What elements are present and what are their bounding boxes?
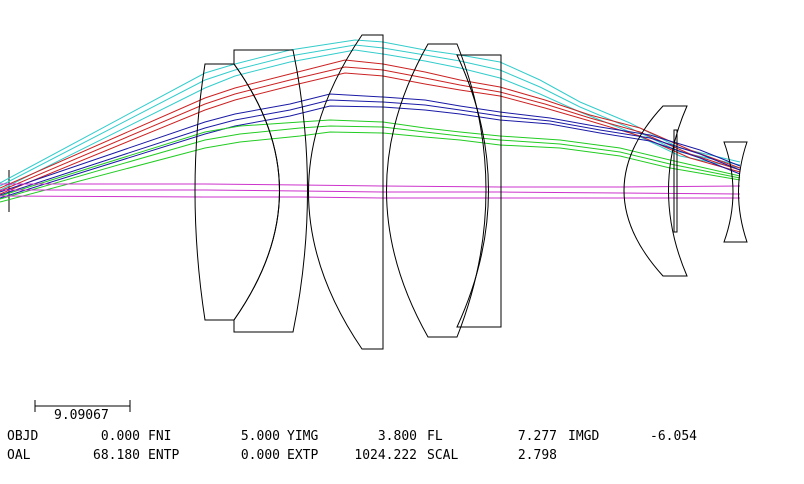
stat-scal-value: 2.798 bbox=[518, 448, 557, 463]
ray-blue-2 bbox=[0, 99, 741, 196]
lens-element-1 bbox=[194, 63, 280, 321]
ray-green-1 bbox=[0, 119, 741, 197]
stat-entp-label: ENTP bbox=[148, 448, 179, 463]
lens-element-8 bbox=[723, 141, 748, 243]
lens-elements bbox=[194, 34, 748, 350]
stat-extp-value: 1024.222 bbox=[354, 448, 417, 463]
lens-element-6 bbox=[623, 105, 688, 277]
ray-magenta-1 bbox=[0, 183, 741, 188]
ray-cyan-1 bbox=[0, 39, 741, 184]
scale-bar-value: 9.09067 bbox=[54, 408, 109, 423]
ray-red-3 bbox=[0, 72, 741, 195]
ray-red-2 bbox=[0, 66, 741, 192]
stat-fni-label: FNI bbox=[148, 429, 171, 444]
ray-cyan-2 bbox=[0, 44, 741, 187]
ray-blue-3 bbox=[0, 105, 741, 199]
lens-element-3 bbox=[308, 34, 384, 350]
stat-scal-label: SCAL bbox=[427, 448, 458, 463]
stat-fni-value: 5.000 bbox=[241, 429, 280, 444]
stat-oal-label: OAL bbox=[7, 448, 31, 463]
stat-objd-value: 0.000 bbox=[101, 429, 140, 444]
ray-bundles bbox=[0, 39, 741, 203]
ray-magenta-3 bbox=[0, 195, 740, 199]
stat-fl-value: 7.277 bbox=[518, 429, 557, 444]
ray-blue-1 bbox=[0, 93, 741, 193]
stat-extp-label: EXTP bbox=[287, 448, 318, 463]
scale-bar: 9.09067 bbox=[34, 400, 131, 423]
ray-cyan-3 bbox=[0, 49, 741, 191]
ray-green-2 bbox=[0, 125, 741, 200]
stat-yimg-label: YIMG bbox=[287, 429, 318, 444]
stat-oal-value: 68.180 bbox=[93, 448, 140, 463]
stat-imgd-value: -6.054 bbox=[650, 429, 697, 444]
lens-element-2 bbox=[233, 49, 308, 333]
stat-entp-value: 0.000 bbox=[241, 448, 280, 463]
lens-element-5 bbox=[456, 54, 502, 328]
stat-imgd-label: IMGD bbox=[568, 429, 599, 444]
stats-row-2: OAL 68.180 ENTP 0.000 EXTP 1024.222 SCAL… bbox=[7, 448, 557, 463]
stat-objd-label: OBJD bbox=[7, 429, 38, 444]
ray-red-1 bbox=[0, 59, 741, 189]
lens-element-4 bbox=[386, 43, 487, 338]
stats-row-1: OBJD 0.000 FNI 5.000 YIMG 3.800 FL 7.277… bbox=[7, 429, 697, 444]
ray-magenta-2 bbox=[0, 189, 741, 195]
stat-fl-label: FL bbox=[427, 429, 443, 444]
stat-yimg-value: 3.800 bbox=[378, 429, 417, 444]
ray-green-3 bbox=[0, 131, 741, 203]
lens-element-7 bbox=[673, 129, 678, 233]
